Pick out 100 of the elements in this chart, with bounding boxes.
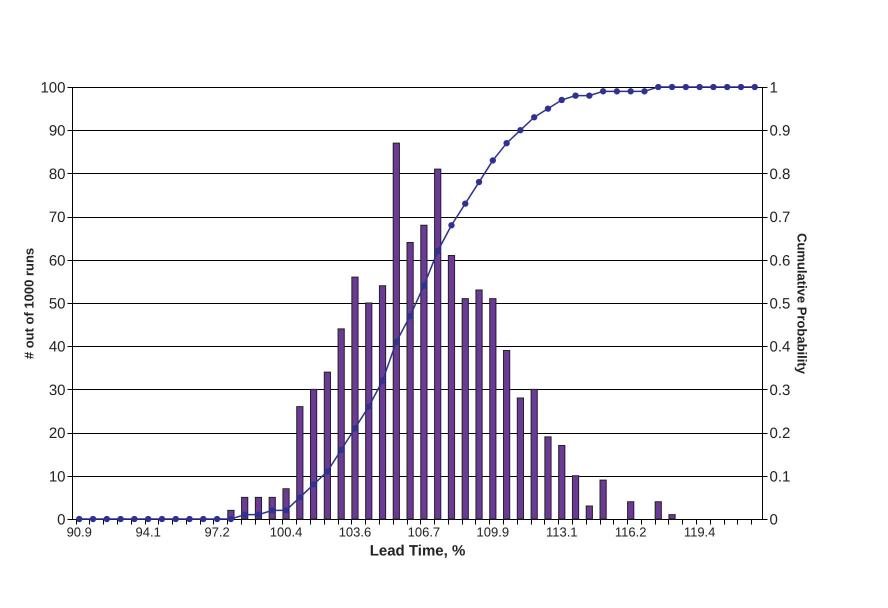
point bbox=[600, 88, 606, 94]
point bbox=[462, 200, 468, 207]
point bbox=[228, 516, 234, 522]
y2-tick-label: 0.1 bbox=[770, 468, 790, 486]
point bbox=[448, 222, 455, 228]
y-tick-label: 10 bbox=[48, 468, 66, 486]
point bbox=[406, 312, 414, 320]
bar bbox=[586, 506, 593, 520]
point bbox=[186, 516, 193, 522]
bar bbox=[475, 290, 483, 520]
bar bbox=[310, 388, 318, 520]
bar bbox=[668, 514, 676, 520]
bar bbox=[544, 436, 552, 520]
bar bbox=[489, 298, 496, 520]
point bbox=[117, 516, 124, 522]
bar bbox=[516, 398, 524, 520]
point bbox=[517, 127, 524, 134]
point bbox=[490, 157, 496, 164]
x-tick-label: 90.9 bbox=[66, 524, 92, 540]
point bbox=[338, 446, 344, 454]
y-tick-label: 80 bbox=[48, 166, 66, 183]
y2-tick-label: 0 bbox=[770, 512, 778, 528]
x-tick-label: 97.2 bbox=[204, 524, 230, 540]
point bbox=[572, 92, 579, 99]
y2-tick-label: 0.2 bbox=[770, 425, 790, 442]
point bbox=[668, 84, 676, 90]
point bbox=[200, 516, 206, 522]
bar bbox=[378, 285, 386, 520]
x-tick-label: 109.9 bbox=[476, 524, 510, 540]
y-tick-label: 0 bbox=[57, 512, 66, 528]
bar bbox=[627, 501, 634, 520]
x-tick-label: 119.4 bbox=[684, 524, 716, 540]
x-tick-label: 113.1 bbox=[546, 524, 578, 540]
bar bbox=[296, 406, 304, 520]
point bbox=[628, 88, 634, 94]
bar bbox=[600, 480, 607, 520]
y-tick-label: 90 bbox=[48, 122, 66, 140]
bar bbox=[572, 475, 580, 520]
y-tick-label: 20 bbox=[48, 425, 66, 442]
point bbox=[696, 84, 703, 90]
x-tick-label: 116.2 bbox=[614, 524, 646, 540]
point bbox=[531, 114, 538, 120]
y2-tick-label: 0.4 bbox=[770, 338, 790, 356]
point bbox=[310, 481, 317, 488]
point bbox=[366, 404, 372, 410]
point bbox=[158, 516, 166, 522]
y2-tick-label: 0.6 bbox=[770, 252, 790, 270]
y-tick-label: 30 bbox=[48, 382, 66, 399]
point bbox=[242, 512, 248, 518]
point bbox=[586, 92, 592, 99]
point bbox=[641, 88, 648, 94]
x-tick-label: 106.7 bbox=[408, 524, 440, 540]
bar bbox=[351, 276, 359, 520]
bar bbox=[530, 388, 538, 520]
point bbox=[131, 516, 138, 522]
bar bbox=[365, 302, 372, 520]
y-tick-label: 50 bbox=[48, 296, 66, 312]
bar bbox=[324, 372, 331, 520]
bar bbox=[392, 142, 400, 520]
bar bbox=[420, 224, 428, 520]
point bbox=[76, 516, 82, 522]
bar bbox=[558, 445, 566, 520]
y2-tick-label: 1 bbox=[770, 80, 778, 96]
bar bbox=[462, 298, 469, 520]
point bbox=[614, 88, 620, 94]
y2-tick-label: 0.3 bbox=[770, 382, 790, 399]
bar bbox=[406, 242, 414, 520]
x-tick-label: 103.6 bbox=[338, 524, 372, 540]
y2-tick-label: 0.8 bbox=[770, 166, 790, 183]
point bbox=[752, 84, 758, 90]
y-tick-label: 100 bbox=[40, 80, 66, 96]
bar bbox=[434, 168, 442, 520]
point bbox=[724, 84, 730, 90]
point bbox=[282, 507, 290, 514]
y-tick-label: 40 bbox=[48, 338, 66, 356]
point bbox=[172, 516, 179, 522]
point bbox=[738, 84, 744, 90]
point bbox=[655, 84, 662, 90]
point bbox=[682, 84, 689, 90]
point bbox=[544, 105, 552, 112]
bar bbox=[654, 501, 662, 520]
point bbox=[352, 425, 358, 432]
y-tick-label: 60 bbox=[48, 252, 66, 270]
point bbox=[379, 378, 386, 384]
point bbox=[214, 516, 220, 522]
point bbox=[255, 512, 262, 518]
bar bbox=[448, 254, 456, 520]
x-tick-label: 100.4 bbox=[270, 524, 302, 540]
point bbox=[558, 96, 565, 104]
x-axis-title: Lead Time, % bbox=[370, 542, 466, 560]
y2-tick-label: 0.5 bbox=[770, 296, 790, 312]
y2-axis-title: Cumulative Probability bbox=[794, 233, 810, 375]
point bbox=[104, 516, 110, 522]
point bbox=[420, 282, 428, 289]
y-axis-title: # out of 1000 runs bbox=[21, 248, 36, 360]
point bbox=[296, 494, 303, 501]
y2-tick-label: 0.9 bbox=[770, 122, 790, 140]
y2-tick-label: 0.7 bbox=[770, 209, 790, 226]
point bbox=[90, 516, 96, 522]
point bbox=[145, 516, 152, 522]
